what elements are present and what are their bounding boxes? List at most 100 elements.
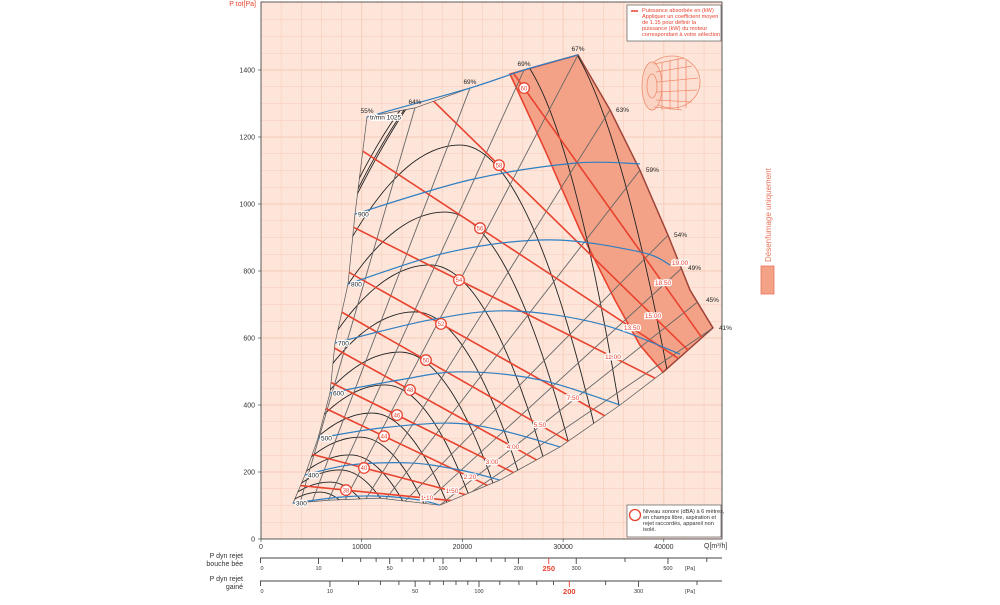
speed-curve-label: 900 (358, 212, 369, 219)
scale-tick-label: 250 (543, 564, 556, 573)
scale-tick-label: 500 (663, 566, 672, 572)
power-line (293, 476, 452, 502)
efficiency-label: 59% (646, 167, 659, 174)
legend-power-line: puissance (kW) du moteur (642, 26, 707, 32)
efficiency-label: 69% (518, 61, 531, 68)
y-axis-title: P tot[Pa] (229, 1, 256, 8)
noise-level-circle (493, 159, 505, 172)
power-kw-label: 11.00 (605, 354, 621, 361)
desenfumage-swatch (760, 265, 775, 295)
speed-curve (354, 161, 640, 215)
power-kw-label: 1.10 (421, 495, 434, 502)
plot-frame (260, 1, 723, 540)
efficiency-line (439, 299, 701, 506)
power-line (293, 370, 497, 491)
power-kw-label: 19.00 (672, 260, 689, 267)
efficiency-label: 41% (719, 325, 732, 332)
noise-level-label: 56 (477, 226, 484, 232)
axes-layer: 0 10000 20000 30000 40000 0 200 400 600 800 1000 12… (239, 68, 673, 552)
x-axis-title: Q[m³/h] (704, 543, 727, 550)
power-kw-label: 5.50 (534, 422, 547, 429)
legend-noise-line: Niveau sonore (dBA) à 6 mètres, (643, 509, 725, 515)
noise-level-label: 38 (343, 488, 350, 494)
speed-curve (329, 371, 621, 406)
scale-label: P dyn rejet (210, 553, 243, 560)
noise-level-circle (358, 462, 370, 474)
speed-curve-label: 500 (321, 436, 332, 443)
scale-label: bouche bée (206, 561, 243, 568)
noise-level-circle (378, 430, 390, 443)
noise-level-circle (518, 82, 530, 95)
y-tick-label: 1200 (239, 135, 255, 142)
pressure-arch-curve (293, 384, 485, 506)
scale-tick-label: 200 (514, 566, 523, 572)
speed-curve (292, 495, 441, 506)
noise-level-circle (404, 383, 416, 396)
noise-level-label: 60 (521, 86, 528, 92)
speed-curve (304, 462, 501, 481)
speed-curve (347, 239, 671, 285)
speed-curve-label: 600 (333, 390, 344, 397)
legend-noise-line: rejet raccordés, appareil non (643, 521, 714, 527)
power-kw-label: 3.00 (486, 459, 499, 466)
y-tick-label: 400 (243, 403, 255, 410)
x-tick-label: 30000 (553, 544, 573, 551)
speed-curve-label: tr/mn 1025 (370, 114, 401, 121)
scale-tick-label: 10 (327, 589, 333, 595)
noise-level-label: 50 (423, 358, 430, 364)
efficiency-label: 63% (616, 107, 629, 114)
pressure-arch-curve (293, 436, 440, 506)
power-kw-label: 13.50 (624, 325, 641, 332)
pressure-arch-curve (293, 454, 422, 506)
efficiency-line (384, 169, 641, 501)
legend-noise-line: isolé. (643, 527, 657, 533)
power-line (293, 339, 521, 477)
scale-tick-label: 0 (260, 566, 263, 572)
speed-curve-label: 400 (308, 473, 319, 480)
power-kw-label: 15.00 (645, 313, 662, 320)
noise-level-label: 52 (438, 322, 445, 328)
scale-tick-label: 300 (572, 566, 581, 572)
scale-tick-label: 100 (438, 566, 447, 572)
pressure-arch-curve (293, 412, 462, 506)
legend-power-line: Appliquer un coefficient moyen (642, 14, 718, 20)
speed-curve-label: 300 (296, 501, 307, 508)
legend-power-line: de 1.15 pour définir la (642, 20, 697, 26)
noise-level-circle (474, 222, 486, 235)
noise-level-label: 48 (407, 388, 414, 394)
power-kw-label: 7.50 (567, 395, 580, 402)
speed-curve (334, 310, 681, 355)
speed-curve (317, 422, 561, 448)
speed-curve-label: 800 (351, 282, 362, 289)
noise-legend: Niveau sonore (dBA) à 6 mètres, en champ… (626, 504, 725, 538)
power-kw-label: 18.50 (655, 280, 672, 287)
efficiency-label: 45% (706, 297, 719, 304)
y-tick-label: 200 (243, 470, 255, 477)
noise-level-label: 40 (361, 466, 368, 472)
y-tick-label: 0 (251, 537, 255, 544)
y-tick-label: 600 (243, 336, 255, 343)
efficiency-label: 54% (674, 232, 687, 239)
scale-tick-label: 50 (387, 566, 393, 572)
power-kw-label: 2.20 (464, 474, 477, 481)
power-line (293, 156, 660, 381)
legend-power-line: Puissance absorbée en (kW) (642, 8, 714, 14)
noise-level-circle (435, 317, 447, 330)
legend-noise-line: en champs libre, aspiration et (643, 515, 717, 521)
efficiency-line (424, 267, 683, 504)
efficiency-label: 64% (408, 99, 421, 106)
noise-level-circle (419, 354, 432, 367)
efficiency-line (364, 109, 611, 501)
noise-level-circle (390, 409, 403, 422)
efficiency-label: 49% (688, 265, 701, 272)
power-kw-label: 1.50 (446, 488, 459, 495)
speed-curve-label: 700 (338, 341, 349, 348)
noise-level-circle (453, 274, 465, 286)
noise-level-label: 46 (394, 413, 401, 419)
speed-curves-layer (292, 54, 681, 506)
scale-tick-label: 200 (563, 587, 576, 596)
noise-level-label: 58 (496, 163, 503, 169)
y-tick-label: 1400 (239, 68, 255, 75)
scale-tick-label: 0 (260, 589, 263, 595)
efficiency-line (327, 69, 525, 502)
